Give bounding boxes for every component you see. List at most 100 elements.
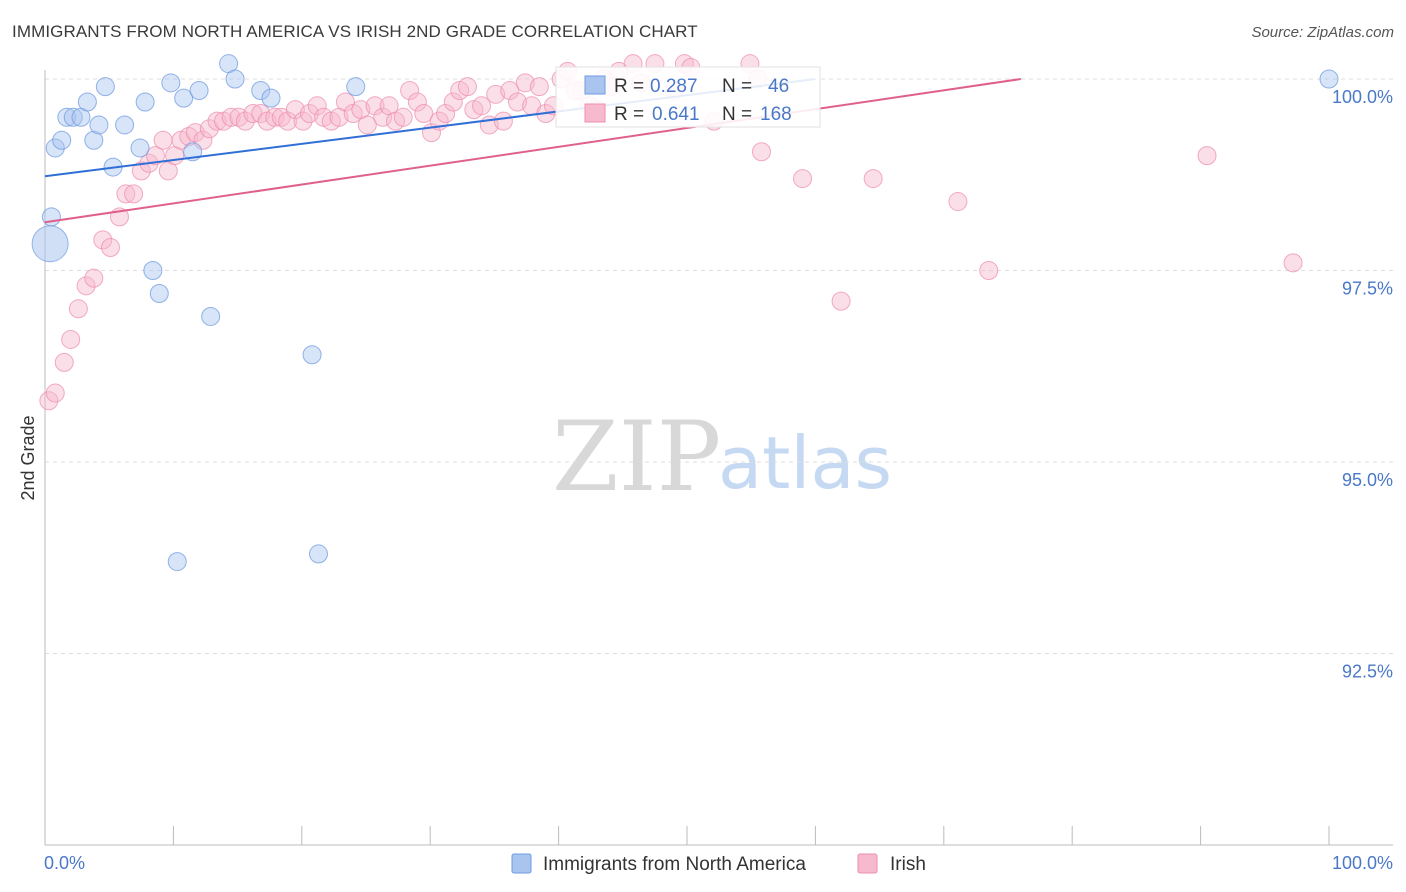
irish-point [45,383,65,403]
north-america-point [189,80,209,100]
north-america-point [115,115,135,135]
irish-point [61,329,81,349]
north-america-point [225,69,245,89]
irish-point [265,107,285,127]
irish-point [84,268,104,288]
irish-point [39,391,59,411]
north-america-point [95,77,115,97]
north-america-point [31,225,69,263]
irish-point [207,111,227,131]
y-tick-label: 100.0% [1332,87,1393,107]
north-america-point [1319,69,1339,89]
irish-point [307,96,327,116]
irish-point [793,169,813,189]
irish-point [54,352,74,372]
irish-point [373,107,393,127]
y-axis-tick-labels: 100.0% 97.5% 95.0% 92.5% [1332,87,1393,682]
north-america-point [45,138,65,158]
stats-legend: R = 0.287 N = 46 R = 0.641 N = 168 [555,66,821,128]
irish-point [300,103,320,123]
stats-n-label: N = [722,104,752,125]
irish-point [124,184,144,204]
y-tick-label: 95.0% [1342,470,1393,490]
irish-point [145,146,165,166]
irish-point [335,92,355,112]
irish-point [457,77,477,97]
north-america-point [346,77,366,97]
irish-point [68,299,88,319]
gridlines [45,78,1393,654]
bottom-legend: Immigrants from North America Irish [511,853,926,875]
north-america-point [251,80,271,100]
north-america-point [261,88,281,108]
watermark-atlas: atlas [718,421,892,505]
north-america-point [135,92,155,112]
irish-point [185,123,205,143]
irish-point [493,111,513,131]
north-america-point [130,138,150,158]
irish-point [357,115,377,135]
series-north-america-points [31,54,1339,572]
stats-r-label: R = [614,76,644,97]
north-america-point [149,283,169,303]
irish-point [93,230,113,250]
stats-r-value: 0.641 [652,104,700,125]
y-tick-label: 97.5% [1342,279,1393,299]
stats-swatch-pink [584,103,606,123]
irish-point [515,73,535,93]
stats-r-label: R = [614,104,644,125]
irish-point [436,103,456,123]
irish-point [407,92,427,112]
irish-point [293,111,313,131]
irish-point [508,92,528,112]
irish-point [529,77,549,97]
north-america-point [201,306,221,326]
irish-point [751,142,771,162]
irish-point [1283,253,1303,273]
irish-point [979,261,999,280]
irish-point [285,100,305,120]
y-axis-label: 2nd Grade [18,415,38,500]
source-credit: Source: ZipAtlas.com [1251,24,1394,41]
legend-label-irish[interactable]: Irish [890,854,926,875]
chart-title: IMMIGRANTS FROM NORTH AMERICA VS IRISH 2… [12,22,698,41]
irish-point [153,130,173,150]
irish-point [131,161,151,181]
irish-point [116,184,136,204]
trend-line-irish [44,78,1021,224]
y-tick-label: 92.5% [1342,662,1393,682]
north-america-point [302,345,322,365]
legend-swatch-north-america[interactable] [511,853,532,874]
irish-point [393,107,413,127]
irish-point [278,111,298,131]
watermark-zip: ZIP [552,401,721,513]
legend-swatch-irish[interactable] [857,853,878,874]
north-america-point [174,88,194,108]
irish-point [414,103,434,123]
north-america-point [84,130,104,150]
irish-point [400,80,420,100]
north-america-point [308,544,328,564]
irish-point [76,276,96,296]
irish-point [100,238,120,258]
irish-point [1197,146,1217,166]
north-america-point [63,107,83,127]
north-america-point [167,552,187,572]
north-america-point [77,92,97,112]
north-america-point [161,73,181,93]
irish-point [500,80,520,100]
irish-point [472,96,492,116]
north-america-point [41,207,61,227]
north-america-point [52,130,72,150]
stats-swatch-blue [584,75,606,95]
x-tick-label-right: 100.0% [1332,853,1393,873]
irish-point [365,96,385,116]
stats-n-value: 46 [768,76,789,97]
irish-point [443,92,463,112]
irish-point [863,169,883,189]
north-america-point [89,115,109,135]
legend-label-north-america[interactable]: Immigrants from North America [543,854,806,875]
x-axis-ticks [44,826,1330,845]
irish-point [948,192,968,212]
